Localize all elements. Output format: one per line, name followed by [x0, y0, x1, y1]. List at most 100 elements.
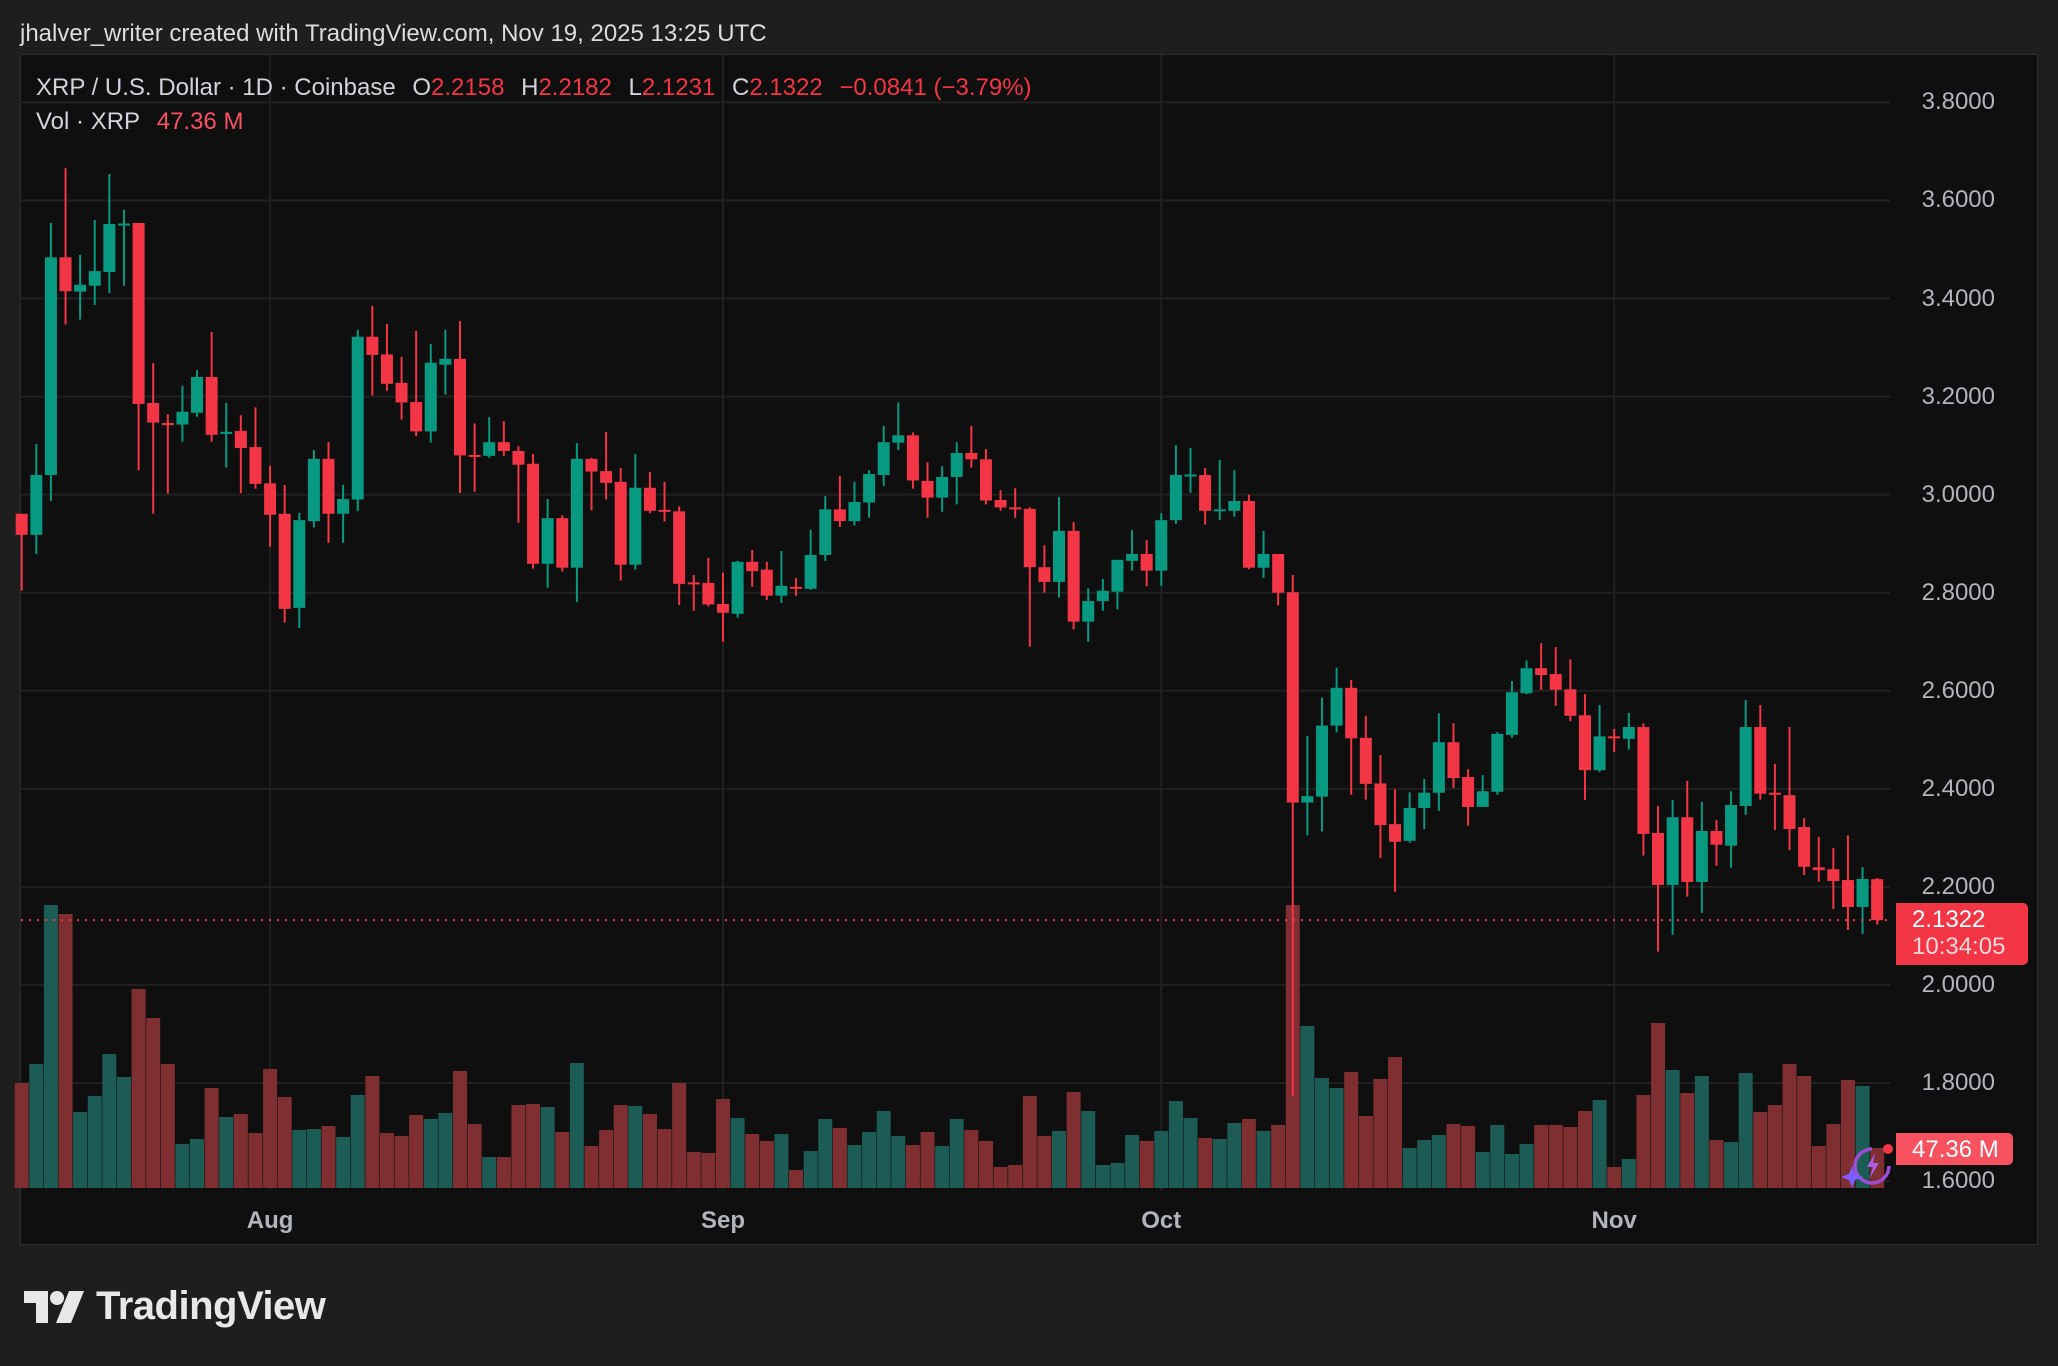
price-tick-label: 2.4000	[1921, 774, 1995, 802]
volume-bar	[1592, 1100, 1607, 1188]
volume-bar	[1840, 1079, 1855, 1188]
volume-label: Vol · XRP	[36, 108, 141, 135]
candle-body	[1155, 520, 1168, 571]
candle-body	[307, 458, 320, 522]
candle	[468, 423, 481, 492]
candle	[877, 425, 890, 486]
candle-body	[424, 362, 437, 432]
candle-body	[921, 480, 934, 498]
candle-body	[264, 483, 277, 515]
volume-bar	[87, 1096, 102, 1188]
candle	[1184, 448, 1197, 493]
volume-bar	[1227, 1123, 1242, 1188]
volume-bar	[1431, 1135, 1446, 1188]
candle	[1710, 820, 1723, 866]
tradingview-logo-icon	[24, 1290, 84, 1323]
candle-body	[1652, 832, 1665, 885]
volume-bar	[789, 1169, 804, 1188]
volume-bar	[1504, 1153, 1519, 1188]
candle	[1637, 723, 1650, 856]
candle	[337, 484, 350, 543]
candle	[1783, 727, 1796, 851]
volume-bar	[1446, 1124, 1461, 1188]
candle-body	[220, 431, 233, 434]
candle-body	[395, 382, 408, 403]
volume-bar	[1314, 1078, 1329, 1188]
symbol-info: XRP / U.S. Dollar · 1D · Coinbase	[36, 74, 396, 101]
price-tick-label: 1.6000	[1921, 1167, 1995, 1195]
volume-bar	[599, 1129, 614, 1188]
volume-bar	[1154, 1130, 1169, 1188]
candle	[234, 415, 247, 494]
volume-bar	[1358, 1116, 1373, 1188]
volume-bar	[277, 1096, 292, 1188]
candle-body	[804, 554, 817, 589]
candle-body	[658, 509, 671, 512]
lightning-sparkle-icon[interactable]	[1842, 1140, 1894, 1192]
volume-bar	[1855, 1085, 1870, 1188]
chart-frame[interactable]	[20, 54, 2038, 1245]
candle-body	[15, 513, 28, 535]
candle-body	[1009, 507, 1022, 510]
candle	[1228, 470, 1241, 517]
candle-body	[600, 471, 613, 483]
volume-bar	[964, 1129, 979, 1188]
candle-body	[1462, 777, 1475, 807]
volume-bar	[1461, 1125, 1476, 1188]
volume-bar	[102, 1053, 117, 1188]
volume-bar	[482, 1157, 497, 1188]
candle	[1301, 735, 1314, 836]
candle-body	[410, 401, 423, 432]
candle	[1067, 522, 1080, 630]
candle-body	[833, 509, 846, 522]
tradingview-logo[interactable]: TradingView	[24, 1284, 326, 1329]
candle-body	[1199, 475, 1212, 511]
volume-bar	[1241, 1118, 1256, 1188]
candle	[293, 512, 306, 629]
candle	[1549, 647, 1562, 706]
volume-bar	[160, 1063, 175, 1188]
candle-body	[1315, 725, 1328, 797]
volume-bar	[1826, 1124, 1841, 1188]
candle-body	[1111, 559, 1124, 592]
volume-bar	[1767, 1105, 1782, 1188]
candle-body	[1286, 592, 1299, 803]
volume-bar	[759, 1140, 774, 1188]
candle-body	[117, 223, 130, 226]
chart-legend: XRP / U.S. Dollar · 1D · Coinbase O2.215…	[36, 74, 1032, 102]
candle-body	[103, 223, 116, 273]
candle	[1652, 805, 1665, 952]
candle	[278, 484, 291, 623]
candle-body	[1184, 474, 1197, 477]
candle-body	[1666, 817, 1679, 885]
candle	[512, 446, 525, 523]
volume-bar	[365, 1075, 380, 1188]
price-tick-label: 3.8000	[1921, 88, 1995, 116]
candle	[59, 168, 72, 325]
candle	[1389, 789, 1402, 892]
candle	[483, 417, 496, 458]
candle	[1754, 704, 1767, 800]
candle-body	[936, 476, 949, 498]
price-tick-label: 2.8000	[1921, 578, 1995, 606]
price-tick-label: 3.0000	[1921, 480, 1995, 508]
volume-bar	[1490, 1124, 1505, 1188]
open-label: O	[412, 74, 432, 101]
candle-body	[1622, 727, 1635, 739]
candle-body	[541, 518, 554, 564]
candle-body	[1389, 824, 1402, 842]
candle-body	[1491, 733, 1504, 792]
candle-body	[512, 451, 525, 465]
low-value: 2.1231	[641, 74, 716, 101]
price-change: −0.0841 (−3.79%)	[839, 74, 1032, 101]
volume-bar	[584, 1146, 599, 1188]
candle-body	[483, 442, 496, 456]
candle	[132, 223, 145, 471]
candle	[1111, 559, 1124, 610]
volume-bar	[1329, 1088, 1344, 1188]
volume-bar	[642, 1113, 657, 1188]
candle-body	[965, 452, 978, 460]
volume-bar	[1110, 1162, 1125, 1188]
candle-body	[1535, 668, 1548, 676]
